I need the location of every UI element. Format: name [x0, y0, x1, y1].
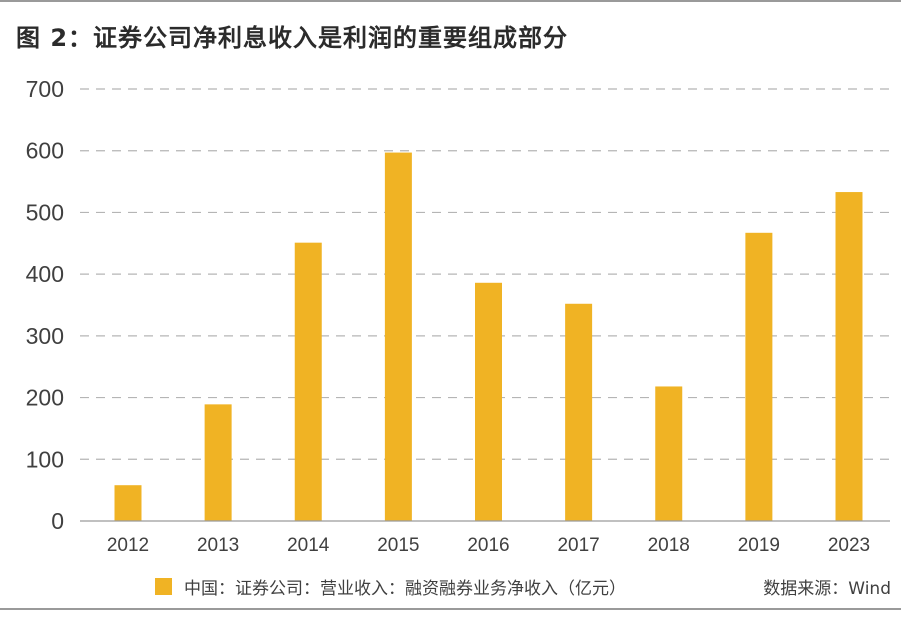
legend-swatch — [155, 577, 172, 595]
x-tick-label: 2016 — [467, 535, 509, 556]
x-tick-label: 2014 — [287, 535, 330, 556]
x-tick-label: 2017 — [557, 535, 599, 556]
y-tick-label: 200 — [26, 385, 64, 411]
bottom-rule — [0, 608, 901, 610]
x-axis-ticks: 2012 2013 2014 2015 2016 2017 2018 2019 2023 — [107, 535, 870, 556]
x-tick-label: 2013 — [197, 535, 239, 556]
x-tick-label: 2012 — [107, 535, 149, 556]
y-tick-label: 700 — [26, 76, 64, 102]
bar-2019 — [745, 232, 773, 521]
y-tick-label: 300 — [26, 323, 64, 349]
bars — [114, 152, 863, 521]
y-tick-label: 0 — [51, 508, 64, 534]
top-rule — [0, 0, 901, 2]
y-tick-label: 100 — [26, 446, 64, 472]
x-tick-label: 2019 — [738, 535, 780, 556]
bar-2023 — [835, 192, 863, 521]
y-tick-label: 400 — [26, 261, 64, 287]
bar-2017 — [565, 303, 593, 521]
y-axis-ticks: 0 100 200 300 400 500 600 700 — [26, 76, 64, 534]
bar-2013 — [204, 404, 232, 521]
y-tick-label: 500 — [26, 199, 64, 225]
bar-2018 — [655, 386, 683, 521]
legend-label: 中国：证券公司：营业收入：融资融券业务净收入（亿元） — [184, 578, 626, 599]
bar-2012 — [114, 485, 142, 521]
y-tick-label: 600 — [26, 138, 64, 164]
x-tick-label: 2015 — [377, 535, 419, 556]
chart-title: 图 2：证券公司净利息收入是利润的重要组成部分 — [16, 24, 569, 52]
bar-2015 — [384, 152, 412, 521]
x-tick-label: 2018 — [648, 535, 690, 556]
bar-2016 — [475, 282, 502, 521]
legend: 中国：证券公司：营业收入：融资融券业务净收入（亿元） — [155, 573, 626, 599]
x-tick-label: 2023 — [828, 535, 870, 556]
source-note: 数据来源：Wind — [763, 578, 891, 599]
bar-2014 — [294, 242, 322, 521]
